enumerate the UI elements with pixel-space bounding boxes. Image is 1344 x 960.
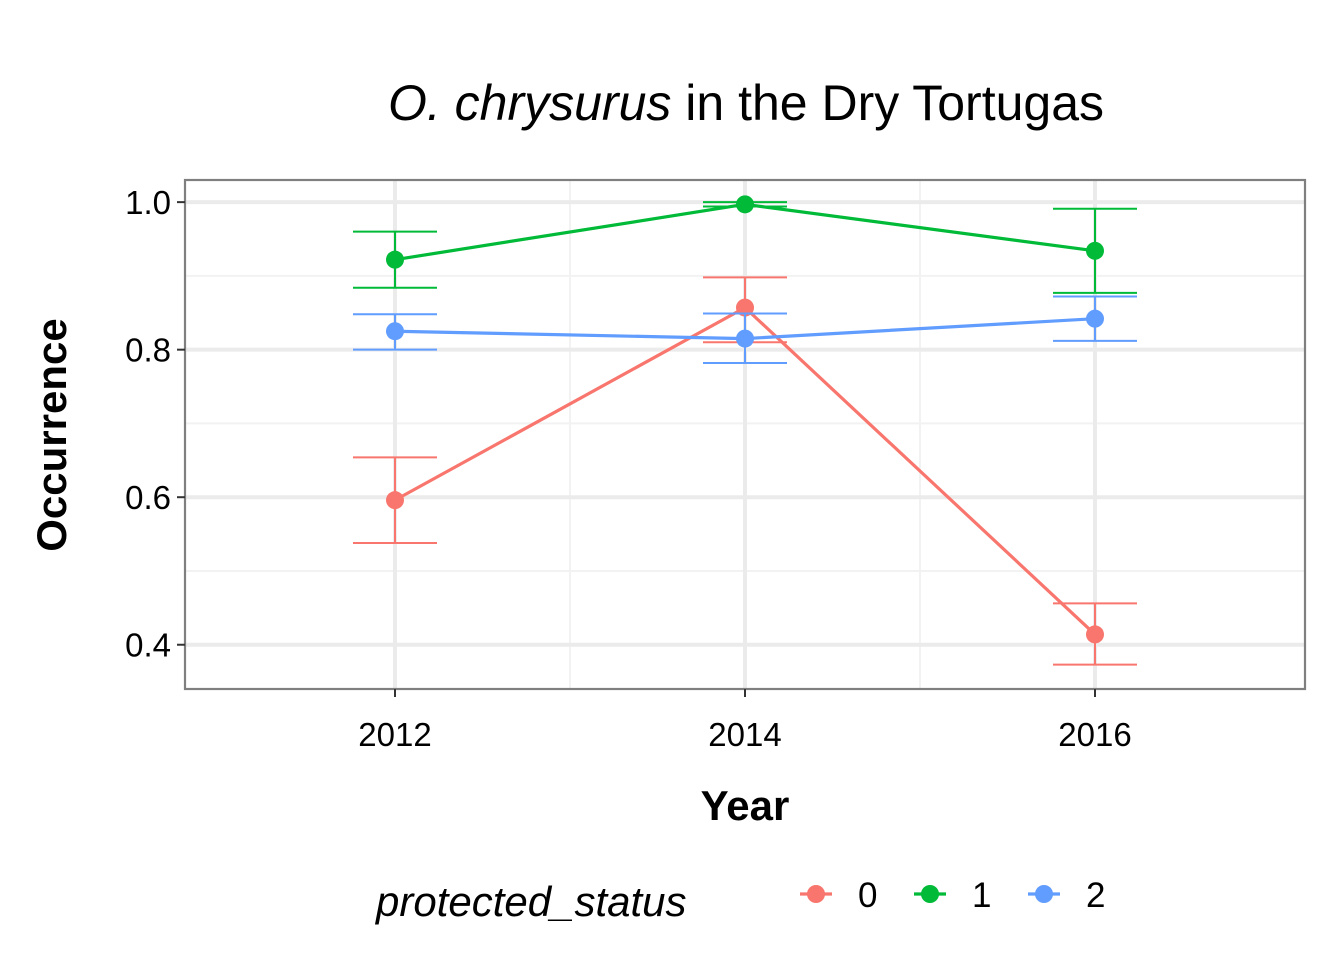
series-2 bbox=[353, 295, 1137, 364]
legend-label: 0 bbox=[858, 876, 877, 915]
y-axis: 0.4 0.6 0.8 1.0 bbox=[125, 184, 185, 664]
chart-title: O. chrysurus in the Dry Tortugas bbox=[388, 75, 1104, 131]
x-tick-label: 2014 bbox=[708, 716, 781, 753]
legend: protected_status 0 1 2 bbox=[374, 876, 1105, 925]
y-tick-label: 0.4 bbox=[125, 627, 171, 664]
legend-item-0: 0 bbox=[800, 876, 877, 915]
grid bbox=[185, 180, 1305, 689]
data-point bbox=[386, 250, 404, 269]
data-point bbox=[386, 491, 404, 510]
legend-title: protected_status bbox=[374, 878, 687, 925]
x-axis-title: Year bbox=[701, 782, 790, 829]
x-tick-label: 2016 bbox=[1058, 716, 1131, 753]
chart-title-italic: O. chrysurus bbox=[388, 75, 671, 131]
y-tick-label: 0.6 bbox=[125, 479, 171, 516]
legend-label: 1 bbox=[972, 876, 991, 915]
chart-title-rest: in the Dry Tortugas bbox=[671, 75, 1104, 131]
legend-key-point bbox=[921, 885, 939, 903]
legend-item-1: 1 bbox=[914, 876, 991, 915]
data-point bbox=[736, 195, 754, 214]
data-point bbox=[736, 329, 754, 348]
legend-item-2: 2 bbox=[1028, 876, 1105, 915]
data-point bbox=[1086, 309, 1104, 328]
legend-key-point bbox=[1035, 885, 1053, 903]
x-tick-label: 2012 bbox=[358, 716, 431, 753]
y-tick-label: 0.8 bbox=[125, 332, 171, 369]
legend-label: 2 bbox=[1086, 876, 1105, 915]
data-point bbox=[736, 298, 754, 317]
x-axis: 2012 2014 2016 bbox=[358, 689, 1132, 753]
series-layer bbox=[353, 195, 1137, 666]
data-point bbox=[1086, 625, 1104, 644]
series-1 bbox=[353, 195, 1137, 294]
y-axis-title: Occurrence bbox=[28, 318, 75, 551]
legend-key-point bbox=[807, 885, 825, 903]
data-point bbox=[386, 322, 404, 341]
y-tick-label: 1.0 bbox=[125, 184, 171, 221]
data-point bbox=[1086, 241, 1104, 260]
